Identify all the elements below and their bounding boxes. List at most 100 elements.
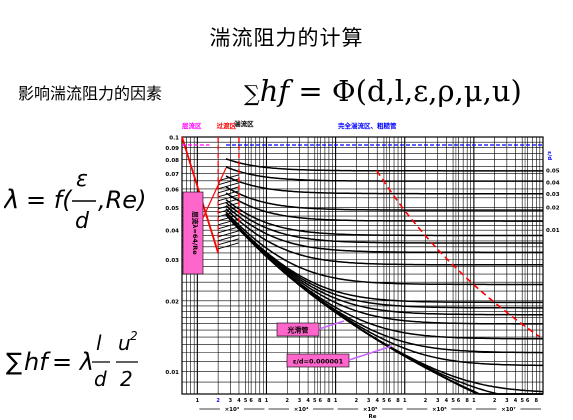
x-tick-label: 6 xyxy=(388,398,392,404)
x-tick-label: 8 xyxy=(327,398,331,404)
hf-symbol-2: hf xyxy=(24,348,51,376)
x-tick-label: 4 xyxy=(375,398,379,404)
hf-symbol: hf xyxy=(259,74,290,108)
lambda-formula: λ = f( ε d ,Re) xyxy=(4,168,146,234)
friction-curve xyxy=(225,158,543,172)
roughness-tick-label: 0.02 xyxy=(546,206,560,212)
transition-hatch xyxy=(218,178,240,186)
y-tick-label: 0.02 xyxy=(165,299,179,305)
x-tick-label: 4 xyxy=(514,398,518,404)
transition-region-label: 过渡区 xyxy=(217,121,237,130)
re-close: ,Re) xyxy=(98,186,146,214)
squared-superscript: 2 xyxy=(130,329,138,343)
smooth-pipe-curve xyxy=(229,219,543,395)
x-tick-label: 8 xyxy=(535,398,539,404)
y-tick-label: 0.04 xyxy=(165,229,179,235)
friction-curve xyxy=(225,202,543,244)
friction-curves xyxy=(181,136,544,395)
friction-curve xyxy=(225,212,543,304)
transition-hatch xyxy=(218,182,240,190)
y-tick-label: 0.01 xyxy=(165,370,179,376)
laminar-formula-label: 层流λ=64/Re xyxy=(191,210,200,255)
complete-turbulence-label: 完全湍流区、粗糙管 xyxy=(338,121,397,130)
two-symbol: 2 xyxy=(120,367,133,391)
x-tick-label: 1 xyxy=(334,398,338,404)
transition-hatch xyxy=(218,214,240,222)
x-tick-label: 8 xyxy=(396,398,400,404)
x-multiplier: ×10⁶ xyxy=(432,406,447,413)
friction-curve xyxy=(225,199,543,237)
x-tick-label: 4 xyxy=(306,398,310,404)
u-symbol: u xyxy=(118,331,131,355)
transition-hatch xyxy=(218,238,240,246)
x-tick-label: 2 xyxy=(493,398,497,404)
f-open: = f( xyxy=(26,186,73,214)
laminar-formula-box xyxy=(182,191,204,275)
phi-expression: = Φ(d,l,ε,ρ,μ,u) xyxy=(298,74,522,108)
friction-curve xyxy=(225,166,543,182)
friction-curve xyxy=(225,213,543,325)
lambda-symbol: λ xyxy=(4,185,19,215)
d-symbol: d xyxy=(75,209,90,234)
transition-hatch xyxy=(218,218,240,226)
hf-sigma: ∑ xyxy=(6,348,22,376)
x-tick-label: 3 xyxy=(229,398,233,404)
x-tick-label: 2 xyxy=(355,398,359,404)
x-tick-label: 6 xyxy=(319,398,323,404)
laminar-region-label: 层流区 xyxy=(181,121,202,130)
laminar-pointer xyxy=(202,167,227,219)
sigma-symbol: ∑ xyxy=(244,82,260,107)
x-multiplier: ×10³ xyxy=(225,406,240,413)
transition-hatch xyxy=(218,174,240,182)
x-tick-label: 5 xyxy=(451,398,455,404)
x-tick-label: 5 xyxy=(520,398,524,404)
factors-label: 影响湍流阻力的因素 xyxy=(18,84,163,103)
head-loss-formula: ∑ hf = λ l d u 2 2 xyxy=(6,329,138,391)
friction-curve xyxy=(225,213,543,309)
roughness-tick-label: 0.03 xyxy=(546,192,560,198)
y-tick-label: 0.03 xyxy=(165,258,179,264)
roughness-tick-label: 0.04 xyxy=(546,180,560,186)
x-tick-label: 4 xyxy=(445,398,449,404)
y-tick-label: 0.07 xyxy=(165,172,179,178)
friction-curve xyxy=(225,214,543,340)
page-title: 湍流阻力的计算 xyxy=(209,26,364,50)
x-tick-label: 2 xyxy=(216,398,220,404)
x-tick-label: 3 xyxy=(367,398,371,404)
roughness-pointer xyxy=(348,345,393,361)
l-symbol: l xyxy=(96,331,102,355)
y-tick-label: 0.09 xyxy=(165,146,179,152)
roughness-label: ε/d=0.000001 xyxy=(293,358,344,366)
roughness-tick-label: 0.01 xyxy=(546,228,560,234)
x-tick-label: 5 xyxy=(382,398,386,404)
x-tick-label: 3 xyxy=(505,398,509,404)
complete-turbulence-boundary xyxy=(376,170,540,338)
x-tick-label: 1 xyxy=(196,398,200,404)
x-tick-label: 4 xyxy=(237,398,241,404)
x-tick-label: 8 xyxy=(258,398,262,404)
transition-hatch xyxy=(218,190,240,198)
y-tick-label: 0.1 xyxy=(169,136,179,142)
x-tick-label: 6 xyxy=(457,398,461,404)
y-tick-label: 0.08 xyxy=(165,158,179,164)
general-resistance-formula: ∑hf = Φ(d,l,ε,ρ,μ,u) xyxy=(244,74,522,108)
x-tick-label: 1 xyxy=(403,398,407,404)
x-multiplier: ×10⁷ xyxy=(501,406,516,413)
turbulent-region-label: 湍流区 xyxy=(234,119,254,128)
friction-curve xyxy=(225,205,543,254)
x-tick-label: 5 xyxy=(244,398,248,404)
transition-hatch xyxy=(218,234,240,242)
equals-lambda: = λ xyxy=(52,348,94,376)
x-tick-label: 1 xyxy=(265,398,269,404)
x-tick-label: 5 xyxy=(313,398,317,404)
transition-hatch xyxy=(218,202,240,210)
smooth-pipe-box xyxy=(276,322,320,337)
axis-ticks: 0.1 0.09 0.08 0.07 0.06 0.05 0.04 0.03 0.02 0.01 0… xyxy=(165,136,559,420)
friction-curve xyxy=(225,208,543,266)
x-tick-label: 3 xyxy=(436,398,440,404)
smooth-pipe-pointer xyxy=(318,320,345,330)
smooth-pipe-label: 光滑管 xyxy=(287,326,309,335)
epsilon-symbol: ε xyxy=(76,168,88,192)
x-multiplier: ×10⁴ xyxy=(294,406,309,413)
